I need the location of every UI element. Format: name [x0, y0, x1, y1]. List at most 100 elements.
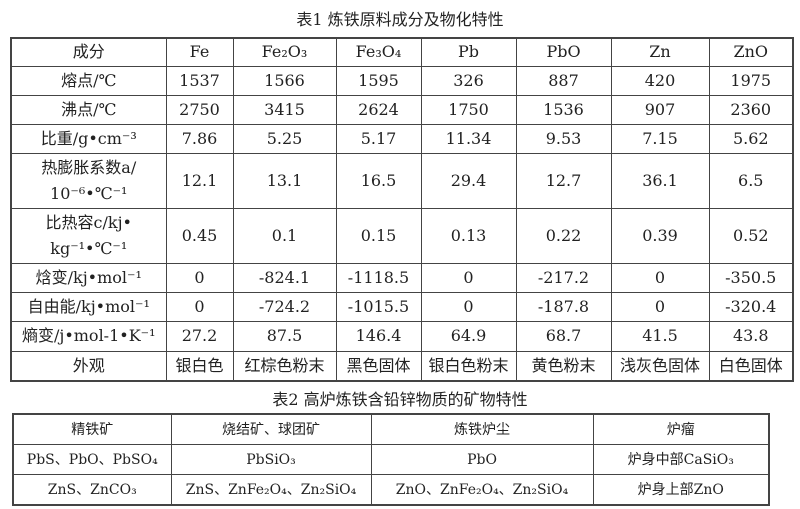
- column-header: 精铁矿: [12, 413, 172, 445]
- table-cell: 0.22: [515, 207, 612, 264]
- table-cell: ZnS、ZnFe₂O₄、Zn₂SiO₄: [170, 474, 372, 506]
- table-row: 自由能/kj•mol⁻¹ 0 -724.2 -1015.5 0 -187.8 0 -320.4: [10, 291, 794, 322]
- table-cell: 黑色固体: [335, 350, 422, 382]
- column-header: Pb: [420, 37, 517, 67]
- table-cell: 浅灰色固体: [610, 350, 710, 382]
- table-cell: ZnS、ZnCO₃: [12, 474, 172, 506]
- table-cell: 36.1: [610, 152, 710, 209]
- table-cell: 1975: [708, 65, 794, 96]
- table-row: 比重/g•cm⁻³ 7.86 5.25 5.17 11.34 9.53 7.15 5.62: [10, 123, 794, 154]
- table-cell: 0: [610, 262, 710, 293]
- header-row: 成分 Fe Fe₂O₃ Fe₃O₄ Pb PbO Zn ZnO: [10, 37, 794, 67]
- column-header: Fe₃O₄: [335, 37, 422, 67]
- table-cell: 43.8: [708, 320, 794, 352]
- table-cell: 12.1: [165, 152, 234, 209]
- table-cell: 326: [420, 65, 517, 96]
- table-cell: 5.25: [232, 123, 337, 154]
- row-label: 外观: [10, 350, 167, 382]
- row-label: 沸点/℃: [10, 94, 167, 125]
- table-cell: 炉身中部CaSiO₃: [592, 444, 770, 475]
- column-header: PbO: [515, 37, 612, 67]
- column-header: 炼铁炉尘: [370, 413, 594, 445]
- table-row: 熵变/j•mol-1•K⁻¹ 27.2 87.5 146.4 64.9 68.7 41.5 4…: [10, 320, 794, 352]
- table-cell: -724.2: [232, 291, 337, 322]
- table-cell: -320.4: [708, 291, 794, 322]
- table-cell: ZnO、ZnFe₂O₄、Zn₂SiO₄: [370, 474, 594, 506]
- table-cell: 907: [610, 94, 710, 125]
- row-label: 比热容c/kj• kg⁻¹•℃⁻¹: [10, 207, 167, 264]
- row-label: 熵变/j•mol-1•K⁻¹: [10, 320, 167, 352]
- table-cell: 0.52: [708, 207, 794, 264]
- table-cell: PbO: [370, 444, 594, 475]
- table-row: PbS、PbO、PbSO₄ PbSiO₃ PbO 炉身中部CaSiO₃: [12, 444, 770, 475]
- table-cell: 0: [610, 291, 710, 322]
- table-cell: 29.4: [420, 152, 517, 209]
- table-cell: 64.9: [420, 320, 517, 352]
- table-cell: 2750: [165, 94, 234, 125]
- table-cell: 16.5: [335, 152, 422, 209]
- table-cell: 0.15: [335, 207, 422, 264]
- table-cell: 146.4: [335, 320, 422, 352]
- table-cell: 2624: [335, 94, 422, 125]
- column-header: 烧结矿、球团矿: [170, 413, 372, 445]
- header-row: 精铁矿 烧结矿、球团矿 炼铁炉尘 炉瘤: [12, 413, 770, 445]
- table-cell: -824.1: [232, 262, 337, 293]
- row-label: 焓变/kj•mol⁻¹: [10, 262, 167, 293]
- table-row: ZnS、ZnCO₃ ZnS、ZnFe₂O₄、Zn₂SiO₄ ZnO、ZnFe₂O₄、…: [12, 474, 770, 506]
- table-cell: 银白色: [165, 350, 234, 382]
- table-cell: 1595: [335, 65, 422, 96]
- table-cell: 87.5: [232, 320, 337, 352]
- table-cell: 0: [420, 291, 517, 322]
- table-cell: 白色固体: [708, 350, 794, 382]
- column-header: 炉瘤: [592, 413, 770, 445]
- table-cell: 炉身上部ZnO: [592, 474, 770, 506]
- column-header: Fe₂O₃: [232, 37, 337, 67]
- table-cell: 黄色粉末: [515, 350, 612, 382]
- table-cell: 7.15: [610, 123, 710, 154]
- row-label: 热膨胀系数a/ 10⁻⁶•℃⁻¹: [10, 152, 167, 209]
- table-cell: -1118.5: [335, 262, 422, 293]
- table-cell: 0: [165, 262, 234, 293]
- table-cell: PbSiO₃: [170, 444, 372, 475]
- column-header: ZnO: [708, 37, 794, 67]
- row-label: 自由能/kj•mol⁻¹: [10, 291, 167, 322]
- table-cell: PbS、PbO、PbSO₄: [12, 444, 172, 475]
- minerals-table: 精铁矿 烧结矿、球团矿 炼铁炉尘 炉瘤 PbS、PbO、PbSO₄ PbSiO₃ PbO 炉身…: [12, 413, 770, 506]
- table-cell: 27.2: [165, 320, 234, 352]
- table-row: 焓变/kj•mol⁻¹ 0 -824.1 -1118.5 0 -217.2 0 -350.5: [10, 262, 794, 293]
- table-cell: 5.17: [335, 123, 422, 154]
- table-cell: 0.1: [232, 207, 337, 264]
- table-cell: 41.5: [610, 320, 710, 352]
- table-cell: 1566: [232, 65, 337, 96]
- table-row: 熔点/℃ 1537 1566 1595 326 887 420 1975: [10, 65, 794, 96]
- table-cell: 0: [165, 291, 234, 322]
- table-cell: -350.5: [708, 262, 794, 293]
- table-cell: 0.39: [610, 207, 710, 264]
- table-row: 外观 银白色 红棕色粉末 黑色固体 银白色粉末 黄色粉末 浅灰色固体 白色固体: [10, 350, 794, 382]
- table-cell: -217.2: [515, 262, 612, 293]
- column-header: 成分: [10, 37, 167, 67]
- properties-table: 成分 Fe Fe₂O₃ Fe₃O₄ Pb PbO Zn ZnO 熔点/℃ 1537 1566 1595…: [10, 37, 794, 382]
- table-cell: 12.7: [515, 152, 612, 209]
- column-header: Zn: [610, 37, 710, 67]
- table-row: 沸点/℃ 2750 3415 2624 1750 1536 907 2360: [10, 94, 794, 125]
- table-cell: 0.45: [165, 207, 234, 264]
- table-cell: 2360: [708, 94, 794, 125]
- table-row: 热膨胀系数a/ 10⁻⁶•℃⁻¹ 12.1 13.1 16.5 29.4 12.7 36.1…: [10, 152, 794, 209]
- table-cell: 5.62: [708, 123, 794, 154]
- row-label: 熔点/℃: [10, 65, 167, 96]
- table-cell: 887: [515, 65, 612, 96]
- table-cell: 红棕色粉末: [232, 350, 337, 382]
- table-cell: -187.8: [515, 291, 612, 322]
- table-cell: 3415: [232, 94, 337, 125]
- table-cell: 1750: [420, 94, 517, 125]
- table2-title: 表2 高炉炼铁含铅锌物质的矿物特性: [272, 390, 528, 409]
- row-label: 比重/g•cm⁻³: [10, 123, 167, 154]
- table-cell: 6.5: [708, 152, 794, 209]
- table-cell: 1537: [165, 65, 234, 96]
- table-cell: 68.7: [515, 320, 612, 352]
- table-cell: 1536: [515, 94, 612, 125]
- table-cell: 7.86: [165, 123, 234, 154]
- table-cell: 0: [420, 262, 517, 293]
- table-cell: 9.53: [515, 123, 612, 154]
